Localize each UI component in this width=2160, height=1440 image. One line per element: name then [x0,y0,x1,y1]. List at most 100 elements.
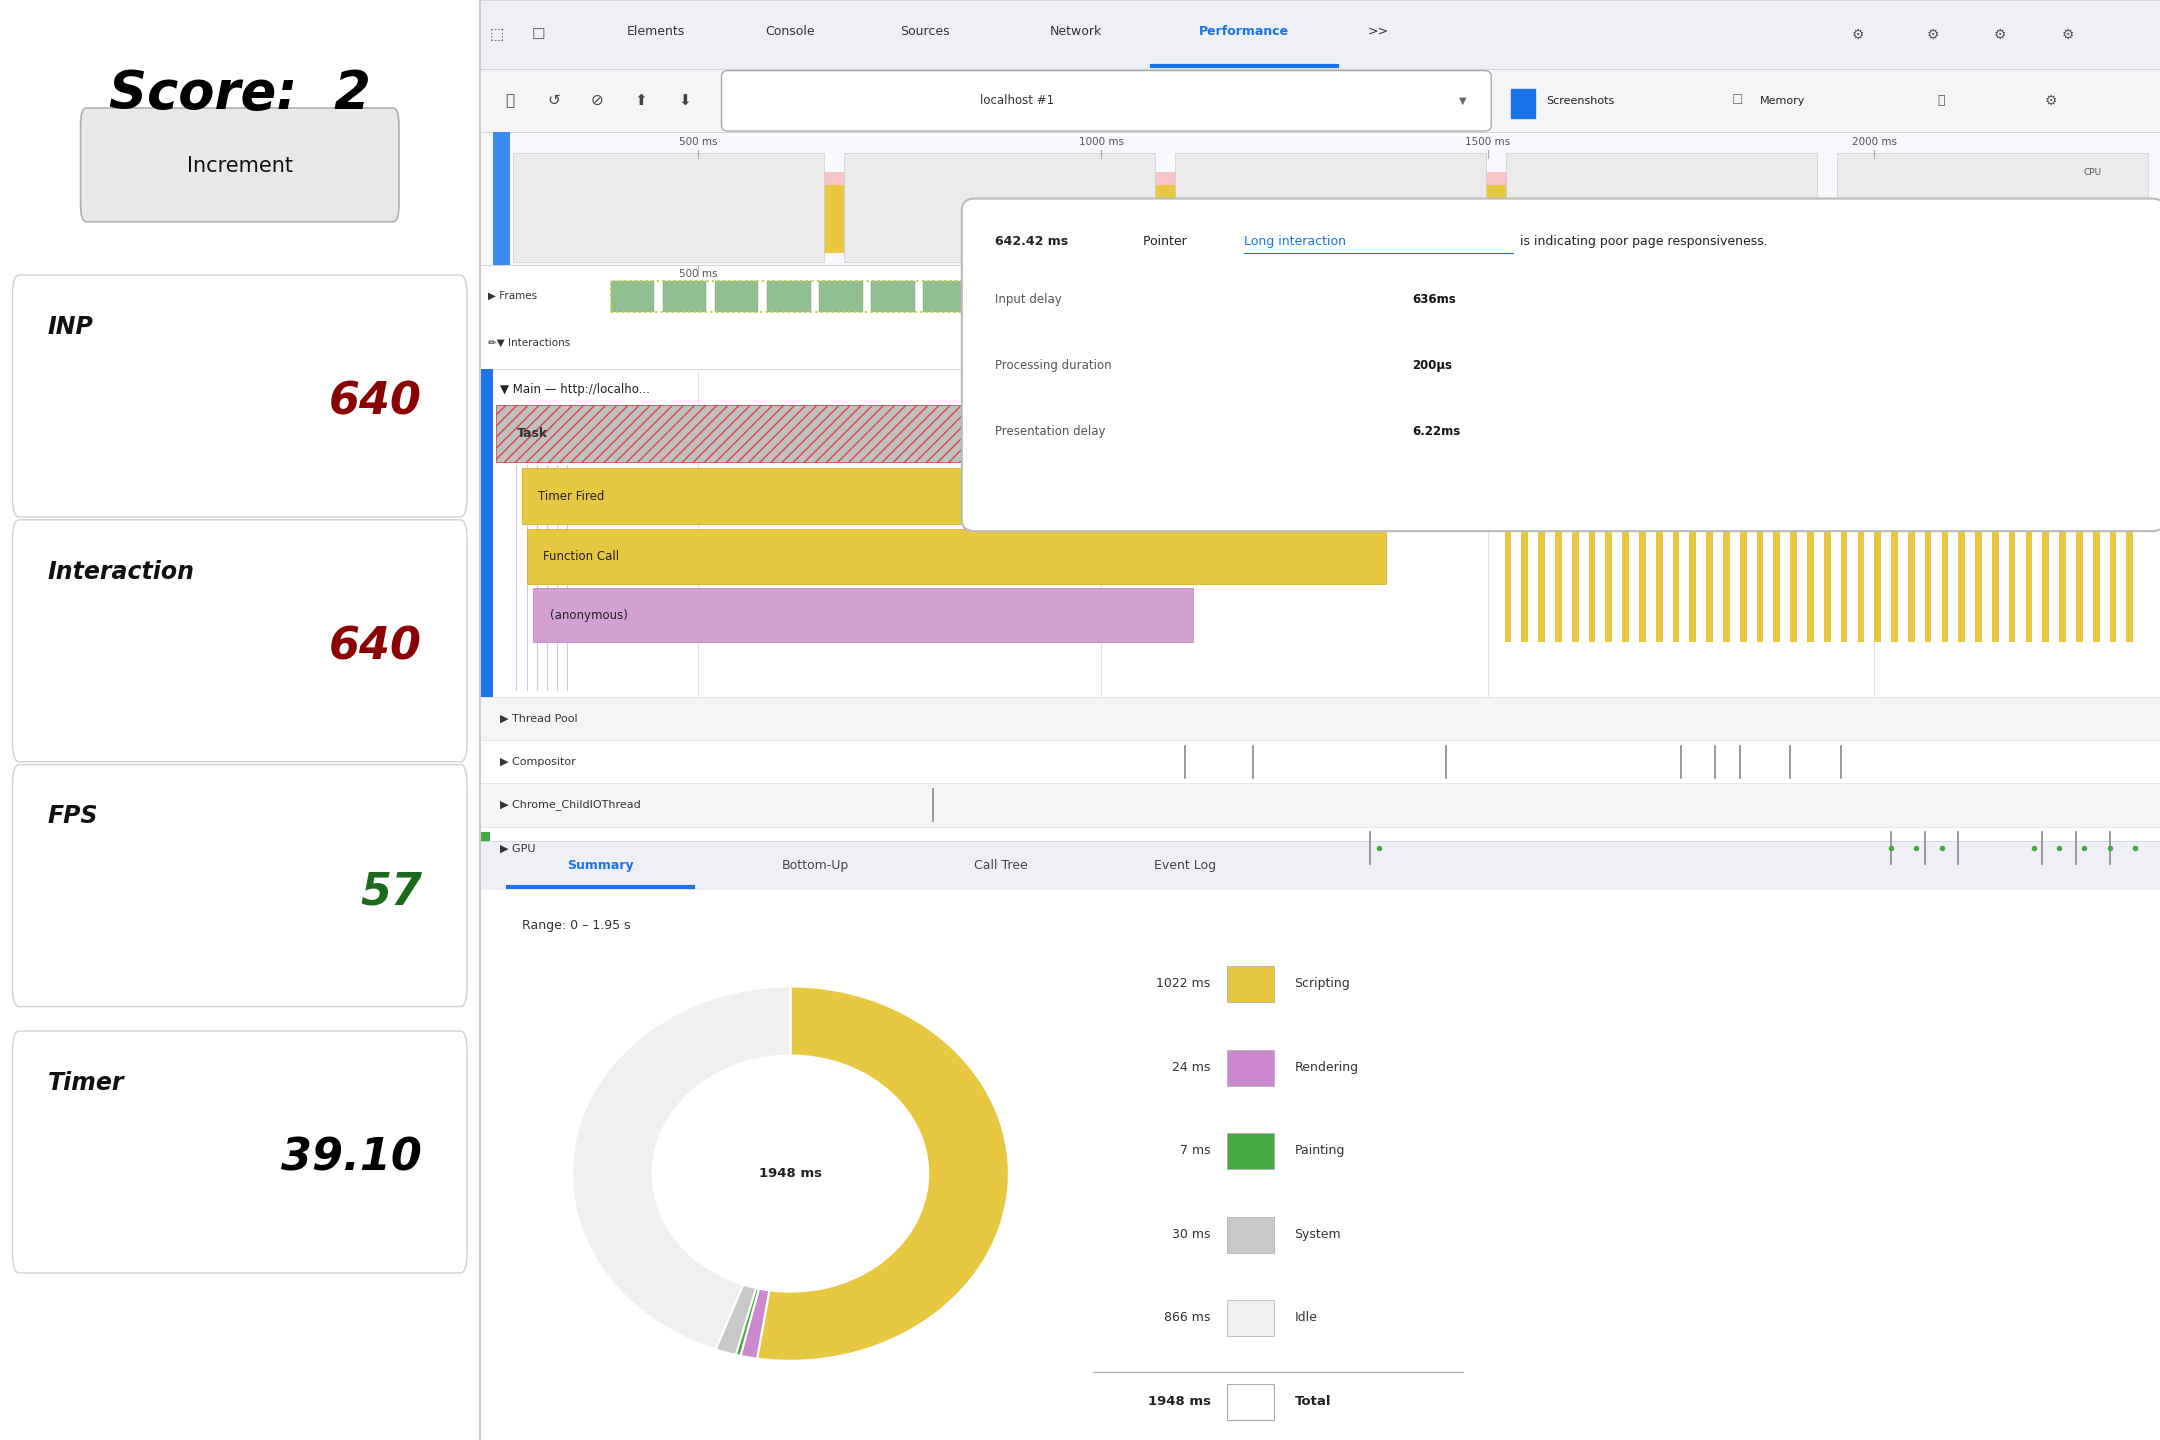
Bar [1672,458,1678,642]
Bar [1907,458,1914,642]
Text: INP: INP [48,315,93,338]
FancyBboxPatch shape [13,275,467,517]
Text: Pointer: Pointer [1134,235,1194,248]
Bar [480,832,490,864]
Bar [521,468,1421,524]
Bar [1808,281,1853,311]
Text: Idle: Idle [1294,1310,1318,1325]
Bar [480,369,2160,697]
Bar [480,827,2160,870]
Bar [1892,458,1899,642]
Bar [2093,458,2100,642]
Text: 1000 ms: 1000 ms [1078,269,1123,279]
Text: 642.42 ms: 642.42 ms [996,235,1069,248]
Text: CPU: CPU [2082,167,2102,177]
Text: ▶ Chrome_ChildIOThread: ▶ Chrome_ChildIOThread [499,799,639,811]
Text: 1000 ms: 1000 ms [1078,137,1123,147]
Bar [1080,281,1123,311]
Text: 866 ms: 866 ms [1164,1310,1210,1325]
Text: ⚙: ⚙ [2061,27,2074,42]
Text: ☐: ☐ [531,27,544,42]
FancyBboxPatch shape [961,199,2160,531]
Text: 500 ms: 500 ms [678,269,717,279]
Bar [480,890,2160,1440]
Text: ⏺: ⏺ [505,94,514,108]
Bar [2026,458,2033,642]
Bar [2110,458,2117,642]
Text: Call Tree: Call Tree [974,858,1028,873]
Bar [1838,153,2149,262]
Bar [1657,458,1663,642]
Bar [1862,281,1905,311]
Bar [663,281,706,311]
FancyBboxPatch shape [13,765,467,1007]
Bar [534,589,1192,642]
Bar [480,783,2160,827]
Bar [1689,458,1696,642]
Bar [1823,458,1832,642]
Wedge shape [572,986,791,1349]
Bar [1959,458,1966,642]
Text: Painting: Painting [1294,1143,1346,1158]
Text: 2000 ms: 2000 ms [1851,269,1896,279]
Bar [1605,458,1611,642]
Text: ⚙: ⚙ [2046,94,2056,108]
Bar [1966,281,2009,311]
Bar [1132,281,1175,311]
FancyBboxPatch shape [13,520,467,762]
Bar [1791,458,1797,642]
Bar [1942,458,1948,642]
Bar [2009,458,2015,642]
Bar [497,405,1497,462]
Text: NET: NET [2084,220,2102,230]
Bar [1572,458,1579,642]
Bar [1622,458,1629,642]
Bar [1506,153,1817,262]
Bar [976,281,1020,311]
Text: ⬚: ⬚ [488,27,503,42]
Wedge shape [715,1284,756,1355]
Bar [1773,458,1780,642]
Text: 500 ms: 500 ms [678,137,717,147]
Bar [1974,458,1983,642]
Text: ⊘: ⊘ [592,94,603,108]
Bar [2058,458,2065,642]
Text: Bottom-Up: Bottom-Up [782,858,849,873]
Bar [845,153,1156,262]
Bar [819,281,862,311]
Bar [1741,458,1747,642]
Text: ↺: ↺ [546,94,559,108]
Bar [497,405,1497,462]
Text: Memory: Memory [1760,96,1806,105]
Text: 640: 640 [328,380,421,423]
Text: Event Log: Event Log [1153,858,1216,873]
Text: Console: Console [765,24,814,37]
Bar [2069,281,2112,311]
Bar [1227,966,1274,1002]
Bar [480,132,2160,265]
Bar [2043,458,2050,642]
Bar [480,281,605,311]
Text: ⬇: ⬇ [678,94,691,108]
Text: 39.10: 39.10 [281,1136,421,1179]
FancyBboxPatch shape [13,1031,467,1273]
Bar [1184,281,1227,311]
Bar [1706,458,1713,642]
Text: (anonymous): (anonymous) [551,609,629,622]
Text: ▶ GPU: ▶ GPU [499,844,536,852]
Bar [1808,458,1814,642]
Bar [2017,281,2061,311]
Bar [1339,281,1385,311]
Text: 200μs: 200μs [1413,359,1452,372]
Text: ☐: ☐ [1732,94,1743,108]
Text: ✏▼ Interactions: ✏▼ Interactions [488,337,570,347]
Text: Range: 0 – 1.95 s: Range: 0 – 1.95 s [521,919,631,932]
Text: 636ms: 636ms [1413,292,1456,305]
Wedge shape [741,1289,769,1358]
Text: 640: 640 [328,625,421,668]
Text: Network: Network [1050,24,1102,37]
Text: ▶ Frames: ▶ Frames [488,291,538,301]
Bar [480,740,2160,783]
Text: Input delay: Input delay [996,292,1063,305]
Text: Long interaction: Long interaction [1244,235,1346,248]
